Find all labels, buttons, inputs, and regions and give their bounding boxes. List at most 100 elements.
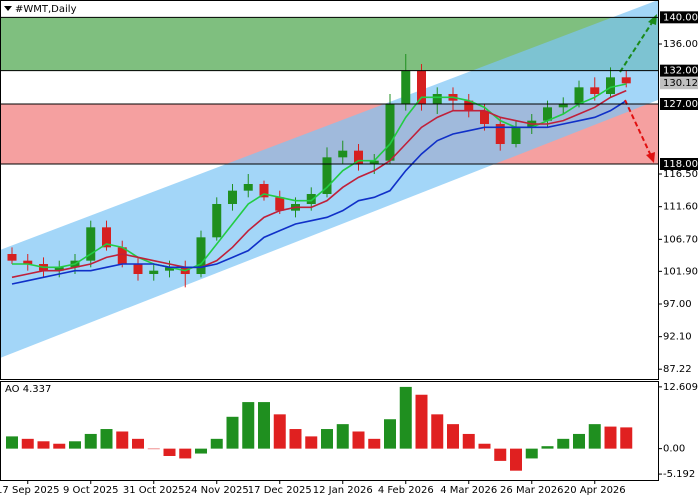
candle-body xyxy=(432,94,442,104)
ao-bar xyxy=(494,448,507,461)
candle-body xyxy=(369,160,379,164)
ao-bar xyxy=(447,424,459,449)
ao-bar xyxy=(573,433,585,449)
y-tick-label: -5.192 xyxy=(663,469,695,480)
ao-bar xyxy=(462,433,475,449)
level-label: 140.00 xyxy=(663,12,698,23)
x-tick-label: 9 Oct 2025 xyxy=(63,485,118,496)
x-tick-label: 17 Sep 2025 xyxy=(0,485,59,496)
y-tick-label: 101.90 xyxy=(663,266,698,277)
ao-bar xyxy=(620,427,633,449)
candle-body xyxy=(149,270,159,274)
down-arrow-head xyxy=(646,152,655,163)
y-tick-label: 116.50 xyxy=(663,169,698,180)
x-tick-label: 24 Nov 2025 xyxy=(185,485,249,496)
up-arrow xyxy=(619,17,656,73)
y-tick-label: 136.00 xyxy=(663,39,698,50)
candle-body xyxy=(590,87,600,94)
level-label-box xyxy=(660,64,698,77)
candle-body xyxy=(212,204,222,238)
candle-body xyxy=(558,104,568,108)
ao-bar xyxy=(415,394,428,449)
ao-bar xyxy=(368,438,381,449)
ao-bar xyxy=(352,431,365,449)
candle-body xyxy=(54,267,64,271)
ao-title: AO 4.337 xyxy=(5,384,51,395)
ao-bar xyxy=(100,429,113,449)
candle-body xyxy=(574,87,584,104)
ao-bar xyxy=(510,448,522,471)
candle-body xyxy=(243,184,253,191)
ao-bar xyxy=(258,402,270,449)
ao-bar xyxy=(116,431,129,449)
level-label-box xyxy=(660,98,698,110)
level-label: 127.00 xyxy=(663,99,698,110)
y-tick-label: 12.609 xyxy=(663,382,698,393)
ao-bar xyxy=(242,402,255,449)
ao-bar xyxy=(84,433,97,449)
ao-panel-frame xyxy=(0,381,659,481)
ao-bar xyxy=(226,416,239,449)
candle-body xyxy=(117,247,127,264)
candle-body xyxy=(385,104,395,161)
ao-bar xyxy=(588,424,601,449)
candle-body xyxy=(196,237,206,274)
y-tick-label: 106.70 xyxy=(663,234,698,245)
candle-body xyxy=(621,77,631,84)
candle-body xyxy=(259,184,269,198)
ao-bar xyxy=(147,448,160,450)
ao-bar xyxy=(431,414,444,449)
ao-bar xyxy=(69,441,81,449)
current-price-label: 130.12 xyxy=(663,78,698,89)
ao-bar xyxy=(305,436,318,449)
level-label: 132.00 xyxy=(663,66,698,77)
ao-bar xyxy=(195,448,207,454)
candle-body xyxy=(7,254,17,261)
level-label-box xyxy=(660,11,698,24)
x-tick-label: 31 Oct 2025 xyxy=(123,485,185,496)
candle-body xyxy=(401,70,411,104)
y-tick-label: 92.10 xyxy=(663,332,692,343)
level-label-box xyxy=(660,158,698,170)
x-tick-label: 12 Jan 2026 xyxy=(313,485,373,496)
ao-bar xyxy=(37,441,50,449)
candle-body xyxy=(480,110,489,124)
plot xyxy=(7,54,631,288)
candle-body xyxy=(23,260,33,264)
candle-body xyxy=(275,197,285,211)
x-tick-label: 20 Apr 2026 xyxy=(564,485,626,496)
candle-body xyxy=(543,107,552,121)
x-tick-label: 4 Feb 2026 xyxy=(378,485,434,496)
ao-bar xyxy=(6,436,18,449)
x-tick-label: 26 Mar 2026 xyxy=(500,485,563,496)
ao-bar xyxy=(21,438,34,449)
x-tick-label: 4 Mar 2026 xyxy=(440,485,497,496)
x-tick-label: 17 Dec 2025 xyxy=(248,485,312,496)
y-tick-label: 97.00 xyxy=(663,299,692,310)
ao-bar xyxy=(321,429,333,449)
ao-bar xyxy=(273,414,286,449)
candle-body xyxy=(133,264,143,274)
ao-bar xyxy=(399,386,412,449)
ao-bar xyxy=(53,443,66,449)
candle-body xyxy=(306,194,316,204)
ao-bar xyxy=(541,446,554,449)
ao-bar xyxy=(525,448,538,459)
ao-bar xyxy=(163,448,176,456)
level-label: 118.00 xyxy=(663,159,698,170)
ao-bar xyxy=(132,438,144,449)
candle-body xyxy=(417,70,426,104)
candle-body xyxy=(86,227,96,261)
ao-bar xyxy=(210,438,223,449)
ao-bar xyxy=(604,426,617,449)
candle-body xyxy=(511,127,521,144)
menu-icon[interactable] xyxy=(4,6,12,11)
y-tick-label: 111.60 xyxy=(663,202,698,213)
candle-body xyxy=(322,157,332,194)
candle-body xyxy=(228,190,237,204)
moving-average xyxy=(11,99,627,285)
candle-body xyxy=(338,150,348,158)
up-arrow-head xyxy=(648,14,657,25)
ao-bar xyxy=(557,438,570,449)
